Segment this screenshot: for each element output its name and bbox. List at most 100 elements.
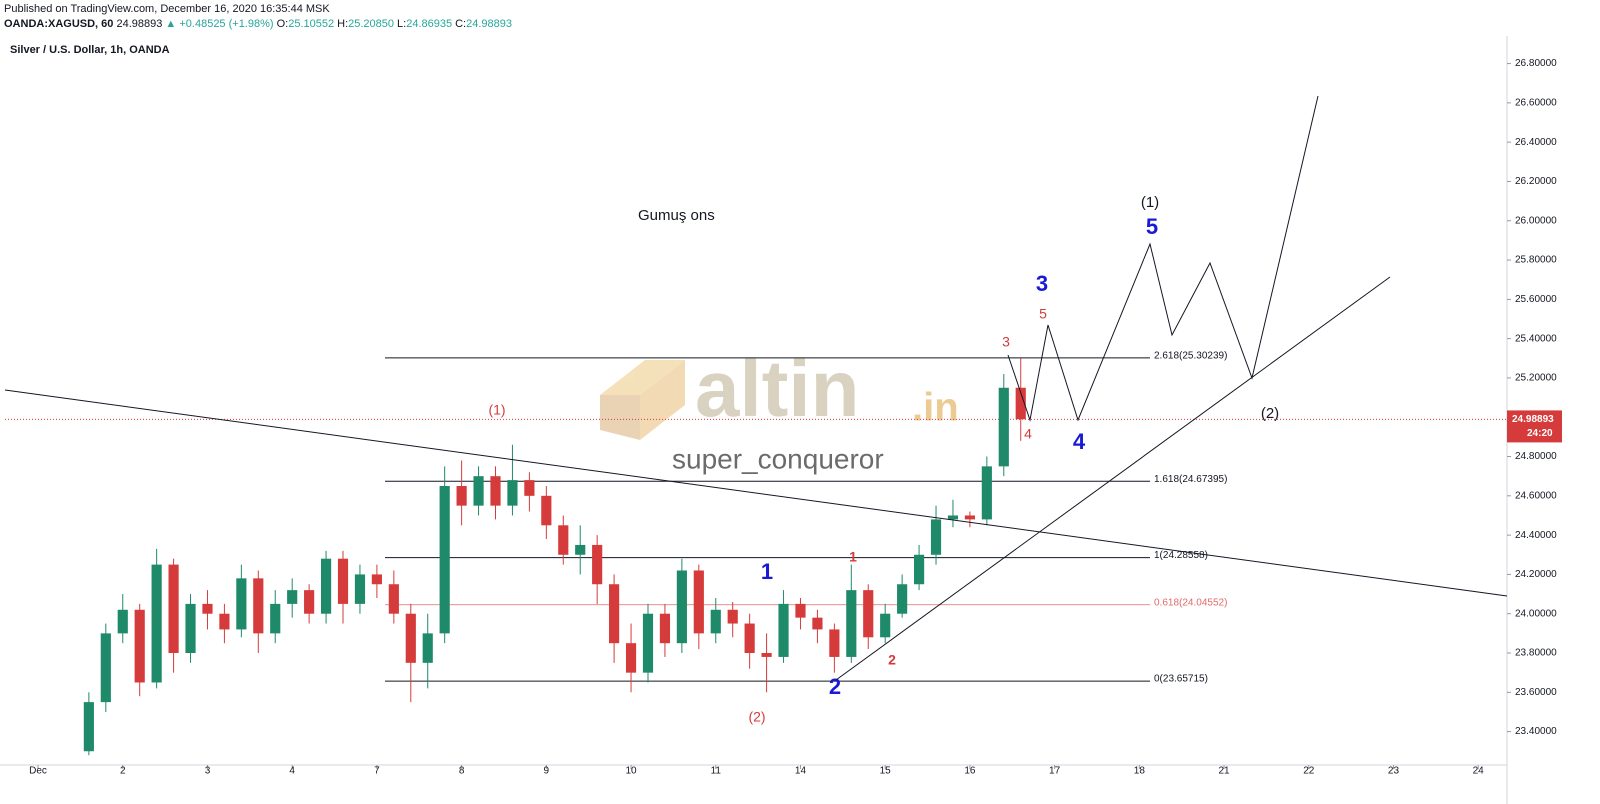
candle-body [625,643,637,673]
candle-body [100,633,111,703]
x-tick-label: 22 [1303,766,1315,777]
candle-body [778,603,789,657]
ohlc-key: O: [276,18,289,30]
candle-body [846,590,857,657]
x-tick-label: 24 [1473,766,1485,777]
projection-path [1007,95,1319,422]
candle-body [320,558,332,614]
candle-body [151,564,162,683]
y-tick-label: 25.20000 [1515,373,1557,384]
candle-body [304,590,315,614]
x-tick-label: 11 [711,766,722,777]
ohlc-key: C: [455,18,467,30]
y-tick-label: 25.60000 [1515,294,1557,305]
wave-label: 4 [1073,429,1086,454]
candle-body [727,609,738,624]
candle-body [829,629,840,657]
ohlc: O:25.10552 H:25.20850 L:24.86935 C:24.98893 [277,18,515,30]
candle-body [388,584,399,614]
x-tick-label: 9 [544,766,550,777]
fib-label: 0(23.65715) [1154,674,1208,685]
candle-body [609,584,620,644]
candle-body [287,590,298,604]
wave-label: 3 [1036,271,1048,296]
candle-body [575,544,586,555]
trend-line [835,276,1391,681]
x-tick-label: 8 [459,766,465,777]
y-tick-label: 26.60000 [1515,98,1557,109]
drawings [4,95,1508,681]
candle-body [422,633,433,663]
candle-body [236,578,247,630]
candle-body [642,613,654,673]
fib-label: 0.618(24.04552) [1154,597,1227,608]
candle-body [202,603,213,614]
x-tick-label: 3 [205,766,211,777]
x-tick-label: 4 [289,766,295,777]
y-tick-label: 24.00000 [1515,608,1557,619]
header: Published on TradingView.com, December 1… [4,2,515,32]
fib-label: 1.618(24.67395) [1154,474,1227,485]
ohlc-value: 25.20850 [348,18,395,30]
y-tick-label: 25.80000 [1515,255,1557,266]
wave-label: 2 [829,674,841,699]
y-tick-label: 26.40000 [1515,137,1557,148]
candle-body [913,554,925,585]
watermark: altin .in super_conqueror [600,344,959,474]
x-tick-label: 2 [120,766,126,777]
candle-body [253,578,264,634]
y-tick-label: 26.20000 [1515,176,1557,187]
x-tick-label: 17 [1049,766,1061,777]
y-tick-label: 26.00000 [1515,215,1557,226]
ohlc-value: 25.10552 [288,18,335,30]
fib-label: 2.618(25.30239) [1154,350,1227,361]
x-tick-label: 18 [1134,766,1146,777]
last-price-box [1507,410,1562,443]
ohlc-value: 24.86935 [406,18,453,30]
y-tick-label: 24.60000 [1515,490,1557,501]
wave-label: 2 [888,652,896,668]
y-tick-label: 23.40000 [1515,726,1557,737]
last-price-label: 24.98893 [1512,414,1554,425]
candle-body [947,515,959,520]
candle-body [981,466,992,520]
candle-body [337,558,349,604]
y-tick-label: 25.40000 [1515,333,1557,344]
change: ▲ +0.48525 (+1.98%) [165,18,274,30]
y-tick-label: 24.20000 [1515,569,1557,580]
trend-line [4,389,1508,597]
wave-label: 5 [1146,214,1158,239]
ohlc-value: 24.98893 [466,18,512,30]
candle-body [744,623,755,654]
y-tick-label: 23.60000 [1515,687,1557,698]
candle-body [371,574,382,585]
candle-body [473,476,484,506]
y-tick-label: 24.80000 [1515,451,1557,462]
candle-body [897,584,908,614]
watermark-suffix: .in [912,386,959,430]
candle-body [456,486,467,506]
x-tick-label: 21 [1218,766,1230,777]
x-tick-label: 23 [1388,766,1400,777]
wave-label: Gumuş ons [638,207,715,224]
x-tick-label: 16 [964,766,976,777]
last: 24.98893 [116,18,163,30]
wave-label: 1 [849,549,857,565]
wave-label: 5 [1039,306,1047,322]
candle-body [168,564,179,654]
candle-body [676,570,687,644]
candle-body [930,519,942,555]
plot-area: 23.40000 23.60000 23.80000 24.00000 24.20000… [5,58,1562,777]
candle-body [558,525,569,555]
candle-body [490,476,501,506]
candle-body [270,603,281,634]
candle-body [439,486,450,634]
watermark-text: altin [695,344,859,433]
watermark-logo [600,360,685,440]
ohlc-key: L: [397,18,407,30]
candle-body [507,480,518,506]
candle-body [880,613,891,638]
candle-body [83,702,94,752]
x-tick-label: 7 [374,766,380,777]
